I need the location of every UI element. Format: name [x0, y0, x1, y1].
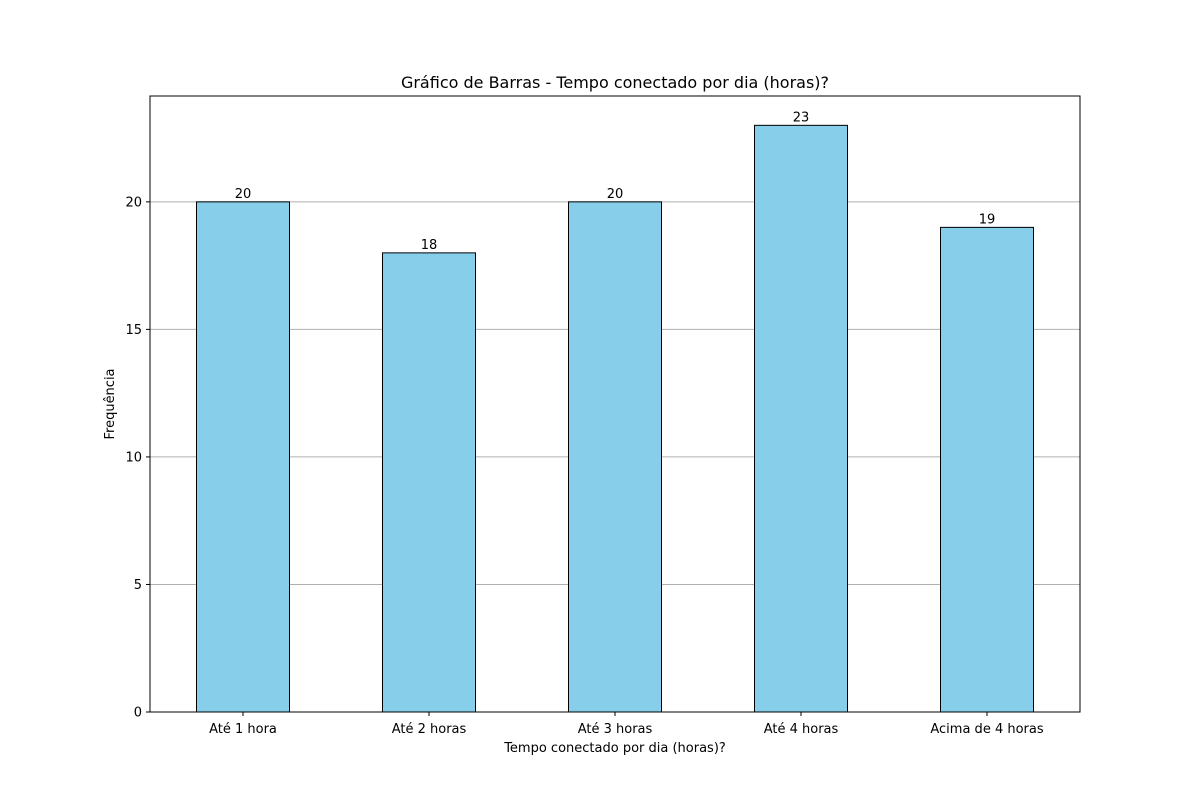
x-tick-label: Até 3 horas [578, 722, 653, 737]
bar-value-label: 20 [235, 187, 252, 202]
bar [754, 124, 848, 713]
y-tick-label: 20 [125, 195, 142, 210]
data-labels: 20 18 20 23 19 [235, 110, 996, 253]
y-axis-ticks: 0 5 10 15 20 [125, 195, 150, 721]
x-tick-label: Acima de 4 horas [930, 722, 1043, 737]
bar-value-label: 20 [607, 187, 624, 202]
x-tick-label: Até 1 hora [209, 722, 277, 737]
bar [382, 252, 476, 713]
bar-value-label: 23 [793, 110, 810, 125]
y-tick-label: 0 [134, 706, 142, 721]
bar-value-label: 19 [979, 212, 996, 227]
bar [568, 201, 662, 713]
y-axis-label: Frequência [103, 368, 118, 439]
x-axis-ticks: Até 1 hora Até 2 horas Até 3 horas Até 4 ho… [209, 712, 1044, 737]
y-tick-label: 15 [125, 323, 142, 338]
y-tick-label: 10 [125, 450, 142, 465]
bar [196, 201, 290, 713]
x-tick-label: Até 4 horas [764, 722, 839, 737]
y-tick-label: 5 [134, 578, 142, 593]
bar-value-label: 18 [421, 238, 438, 253]
x-axis-label: Tempo conectado por dia (horas)? [503, 741, 726, 756]
x-tick-label: Até 2 horas [392, 722, 467, 737]
bars [196, 124, 1034, 713]
chart-title: Gráfico de Barras - Tempo conectado por … [401, 73, 829, 92]
bar [940, 226, 1034, 713]
